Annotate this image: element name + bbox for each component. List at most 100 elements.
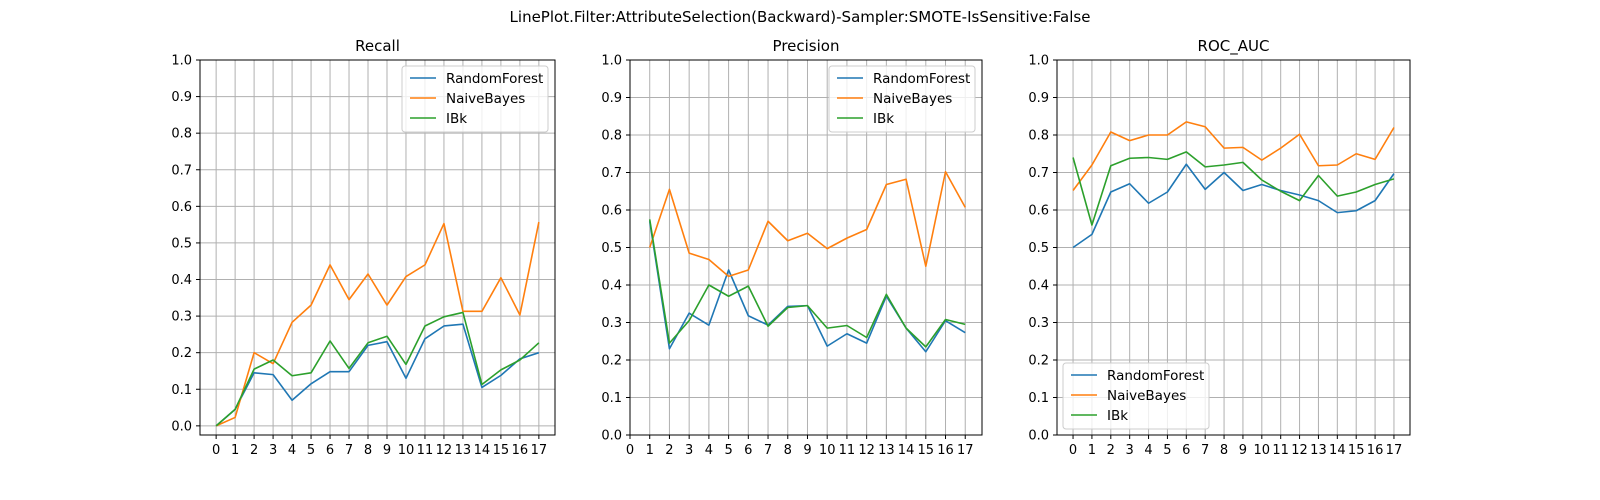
x-tick-label: 7 xyxy=(345,443,353,458)
y-tick-label: 0.9 xyxy=(601,91,622,106)
x-tick-label: 17 xyxy=(957,443,974,458)
legend-label-ibk: IBk xyxy=(446,111,467,127)
y-tick-label: 0.9 xyxy=(171,90,192,105)
x-tick-label: 1 xyxy=(646,443,654,458)
legend-box xyxy=(828,65,976,133)
y-tick-label: 0.6 xyxy=(1028,204,1049,219)
series-line-naivebayes xyxy=(648,170,966,278)
y-tick-label: 0.6 xyxy=(601,204,622,219)
legend-box xyxy=(401,65,549,133)
x-tick-label: 7 xyxy=(1201,443,1209,458)
series-line-ibk xyxy=(648,219,966,348)
subplot-precision: 0 1 2 3 4 5 6 7 8 9 10 11 12 13 14 15 16 170.00.10.20.30.… xyxy=(601,37,983,458)
subplot-title: Precision xyxy=(773,37,840,55)
x-tick-label: 5 xyxy=(307,443,315,458)
x-tick-label: 4 xyxy=(1144,443,1152,458)
y-tick-label: 0.1 xyxy=(601,391,622,406)
y-tick-label: 0.8 xyxy=(171,127,192,142)
y-tick-label: 0.6 xyxy=(171,200,192,215)
y-tick-label: 1.0 xyxy=(601,54,622,69)
y-tick-label: 0.8 xyxy=(1028,129,1049,144)
y-tick-label: 0.0 xyxy=(171,419,192,434)
x-tick-label: 3 xyxy=(269,443,277,458)
y-tick-label: 0.7 xyxy=(601,166,622,181)
x-tick-label: 10 xyxy=(819,443,836,458)
x-tick-label: 11 xyxy=(1272,443,1289,458)
x-tick-label: 11 xyxy=(839,443,856,458)
series-line-ibk xyxy=(1072,151,1395,226)
x-tick-label: 6 xyxy=(1182,443,1190,458)
y-tick-label: 0.2 xyxy=(1028,354,1049,369)
x-tick-label: 14 xyxy=(1329,443,1346,458)
y-tick-label: 0.3 xyxy=(601,316,622,331)
x-tick-label: 9 xyxy=(803,443,811,458)
x-tick-label: 10 xyxy=(398,443,415,458)
y-tick-label: 0.7 xyxy=(171,163,192,178)
subplot-recall: 0 1 2 3 4 5 6 7 8 9 10 11 12 13 14 15 16 170.00.10.20.30.… xyxy=(171,37,556,458)
legend-label-naivebayes: NaiveBayes xyxy=(1107,388,1186,404)
y-tick-label: 0.3 xyxy=(171,310,192,325)
x-tick-label: 6 xyxy=(326,443,334,458)
y-tick-label: 0.7 xyxy=(1028,166,1049,181)
x-tick-label: 0 xyxy=(212,443,220,458)
legend-label-ibk: IBk xyxy=(1107,408,1128,424)
x-tick-label: 4 xyxy=(705,443,713,458)
y-tick-label: 0.5 xyxy=(171,236,192,251)
x-tick-label: 16 xyxy=(1367,443,1384,458)
y-tick-label: 0.1 xyxy=(171,383,192,398)
y-tick-label: 1.0 xyxy=(1028,54,1049,69)
x-tick-label: 14 xyxy=(474,443,491,458)
y-tick-label: 0.9 xyxy=(1028,91,1049,106)
x-tick-label: 15 xyxy=(493,443,510,458)
series-line-naivebayes xyxy=(1072,121,1395,191)
legend-label-ibk: IBk xyxy=(873,111,894,127)
x-tick-label: 9 xyxy=(383,443,391,458)
x-tick-label: 14 xyxy=(898,443,915,458)
x-tick-label: 1 xyxy=(1088,443,1096,458)
x-tick-label: 3 xyxy=(1126,443,1134,458)
x-tick-label: 16 xyxy=(512,443,529,458)
y-tick-label: 0.5 xyxy=(601,241,622,256)
x-tick-label: 12 xyxy=(436,443,453,458)
x-tick-label: 6 xyxy=(744,443,752,458)
x-tick-label: 11 xyxy=(417,443,434,458)
x-tick-label: 13 xyxy=(878,443,895,458)
legend-box xyxy=(1062,362,1210,430)
series-line-ibk xyxy=(215,311,540,427)
y-tick-label: 0.0 xyxy=(1028,429,1049,444)
x-tick-label: 5 xyxy=(724,443,732,458)
y-tick-label: 0.5 xyxy=(1028,241,1049,256)
x-tick-label: 9 xyxy=(1239,443,1247,458)
y-tick-label: 0.2 xyxy=(601,354,622,369)
y-tick-label: 0.3 xyxy=(1028,316,1049,331)
x-tick-label: 8 xyxy=(1220,443,1228,458)
axes-frame xyxy=(199,59,556,436)
y-tick-label: 0.8 xyxy=(601,129,622,144)
x-tick-label: 13 xyxy=(1310,443,1327,458)
x-tick-label: 8 xyxy=(364,443,372,458)
legend: RandomForest NaiveBayes IBk xyxy=(401,65,549,133)
x-tick-label: 0 xyxy=(1069,443,1077,458)
legend: RandomForest NaiveBayes IBk xyxy=(828,65,976,133)
x-tick-label: 15 xyxy=(1348,443,1365,458)
x-tick-label: 2 xyxy=(1107,443,1115,458)
legend-label-naivebayes: NaiveBayes xyxy=(873,91,952,107)
subplot-title: Recall xyxy=(355,37,400,55)
y-tick-label: 0.4 xyxy=(601,279,622,294)
series-line-randomforest xyxy=(1072,163,1395,249)
x-tick-label: 13 xyxy=(455,443,472,458)
figure-title: LinePlot.Filter:AttributeSelection(Backw… xyxy=(510,8,1091,26)
x-tick-label: 12 xyxy=(1291,443,1308,458)
x-tick-label: 16 xyxy=(937,443,954,458)
x-tick-label: 15 xyxy=(918,443,935,458)
legend-label-naivebayes: NaiveBayes xyxy=(446,91,525,107)
legend: RandomForest NaiveBayes IBk xyxy=(1062,362,1210,430)
x-tick-label: 8 xyxy=(784,443,792,458)
series-line-randomforest xyxy=(215,323,540,427)
x-tick-label: 17 xyxy=(1386,443,1403,458)
legend-label-randomforest: RandomForest xyxy=(446,71,543,87)
subplot-title: ROC_AUC xyxy=(1198,37,1270,56)
x-tick-label: 1 xyxy=(231,443,239,458)
y-tick-label: 0.0 xyxy=(601,429,622,444)
